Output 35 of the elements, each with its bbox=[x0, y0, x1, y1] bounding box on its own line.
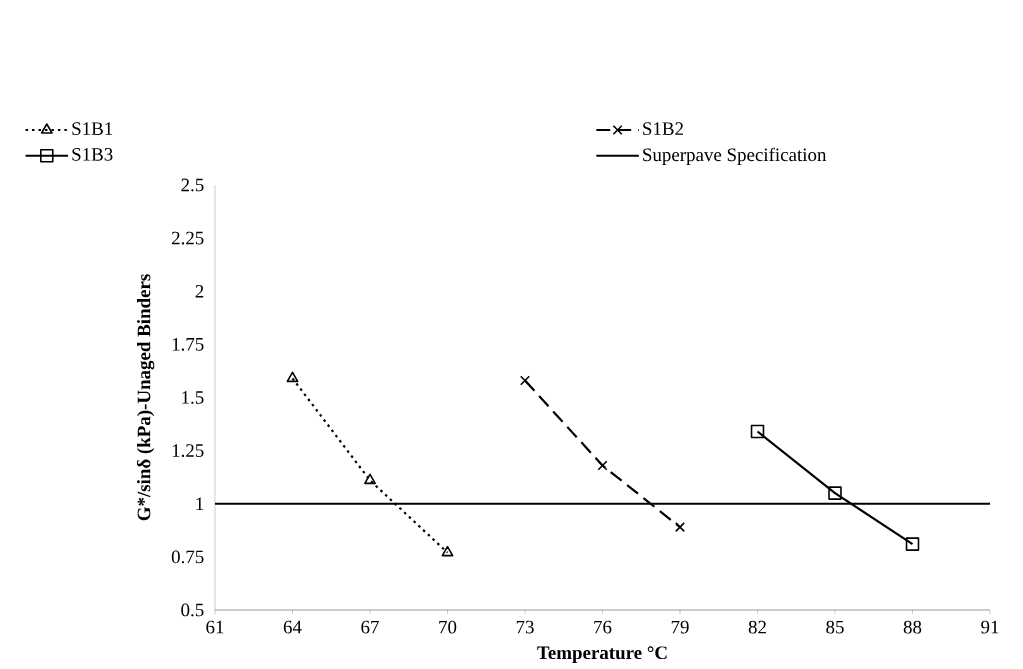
x-tick-label: 91 bbox=[981, 620, 999, 634]
y-tick-label: 1 bbox=[196, 497, 204, 510]
x-tick-label: 73 bbox=[516, 620, 534, 634]
x-tick-label: 85 bbox=[826, 620, 844, 634]
legend-label: S1B2 bbox=[643, 122, 683, 135]
y-axis-title: G*/sinδ (kPa)-Unaged Binders bbox=[136, 274, 155, 521]
point bbox=[828, 486, 842, 500]
y-tick-label: 2.5 bbox=[181, 178, 204, 192]
x-tick-label: 70 bbox=[439, 620, 457, 634]
point bbox=[364, 473, 376, 485]
point bbox=[674, 521, 686, 533]
point bbox=[597, 460, 608, 471]
y-tick-label: 1.5 bbox=[182, 391, 204, 404]
y-tick-label: 1.75 bbox=[172, 337, 204, 351]
legend-label: S1B1 bbox=[72, 122, 113, 135]
y-tick-label: 2.25 bbox=[171, 231, 204, 245]
x-tick-label: 82 bbox=[748, 620, 766, 634]
x-tick-label: 76 bbox=[594, 620, 612, 634]
legend-label: Superpave Specification bbox=[643, 147, 827, 165]
point bbox=[286, 371, 299, 383]
point bbox=[519, 375, 531, 386]
x-tick-label: 61 bbox=[206, 620, 224, 634]
y-tick-label: 0.75 bbox=[171, 550, 204, 564]
x-tick-label: 64 bbox=[283, 620, 302, 634]
point bbox=[441, 545, 454, 557]
x-axis-title: Temperature °C bbox=[537, 646, 667, 663]
point bbox=[750, 424, 765, 439]
y-tick-label: 0.5 bbox=[181, 603, 204, 617]
x-tick-label: 67 bbox=[361, 620, 379, 634]
y-tick-label: 2 bbox=[195, 284, 204, 298]
x-tick-label: 88 bbox=[903, 620, 922, 634]
x-tick-label: 79 bbox=[671, 620, 689, 634]
point bbox=[905, 537, 920, 551]
y-tick-label: 1.25 bbox=[172, 444, 204, 457]
legend-label: S1B3 bbox=[72, 147, 113, 161]
